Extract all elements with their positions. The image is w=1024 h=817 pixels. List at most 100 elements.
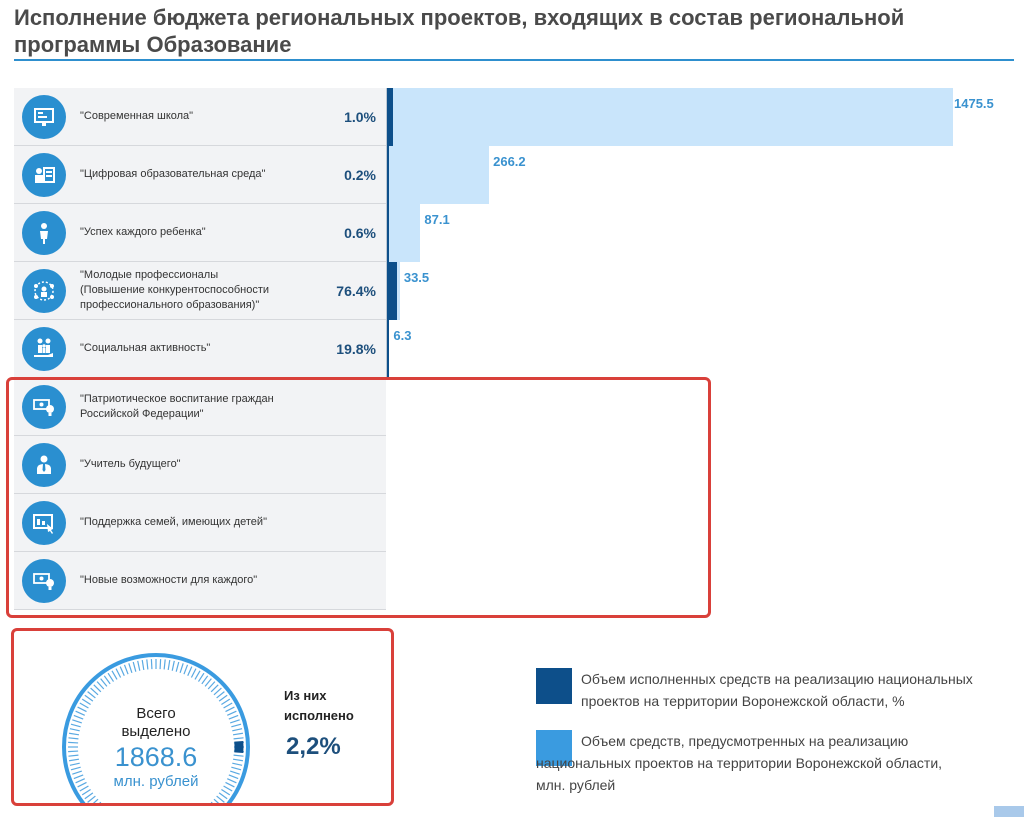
ring-tick [96, 681, 105, 690]
ring-tick [68, 732, 80, 736]
ring-tick [208, 805, 215, 806]
ring-tick [72, 719, 83, 724]
project-label: "Учитель будущего" [80, 458, 181, 470]
ring-tick [73, 714, 84, 720]
ring-tick [159, 659, 162, 670]
teacher-icon [22, 443, 66, 487]
project-pct: 0.6% [344, 224, 376, 241]
ring-tick [167, 659, 171, 671]
bar-executed [387, 262, 397, 320]
project-row-patriotic[interactable]: "Патриотическое воспитание граждан Росси… [14, 378, 386, 436]
ring-tick [79, 785, 89, 792]
ring-tick [81, 788, 91, 796]
ring-tick [227, 710, 237, 716]
budget-bar-chart: 1475.5 266.2 87.1 33.5 6.3 [386, 88, 1016, 378]
ring-tick [141, 659, 145, 671]
ring-tick [210, 684, 219, 693]
project-row-social-activity[interactable]: "Социальная активность" 19.8% [14, 320, 386, 378]
ring-tick [187, 666, 193, 676]
ring-tick [150, 659, 153, 670]
bar-executed [387, 204, 389, 262]
ring-tick [221, 698, 231, 706]
ring-tick [69, 762, 80, 766]
project-row-child-success[interactable]: "Успех каждого ребенка" 0.6% [14, 204, 386, 262]
ring-tick [137, 660, 141, 671]
bar-value-label: 6.3 [393, 328, 412, 343]
project-row-teacher[interactable]: "Учитель будущего" [14, 436, 386, 494]
money-bulb-icon [22, 559, 66, 603]
legend-text-executed: Объем исполненных средств на реализацию … [581, 671, 973, 709]
legend-text-allocated: Объем средств, предусмотренных на реализ… [536, 733, 943, 793]
project-row-family-support[interactable]: "Поддержка семей, имеющих детей" [14, 494, 386, 552]
ring-tick [225, 781, 235, 788]
chart-axis [386, 88, 387, 378]
bar-value-label: 87.1 [424, 212, 450, 227]
project-label: "Поддержка семей, имеющих детей" [80, 516, 267, 528]
ring-tick [229, 770, 240, 775]
ring-tick [229, 719, 240, 724]
project-row-digital-env[interactable]: "Цифровая образовательная среда" 0.2% [14, 146, 386, 204]
ring-tick [223, 785, 233, 792]
ring-tick [128, 663, 133, 674]
ring-tick [119, 666, 125, 676]
presentation-icon [22, 501, 66, 545]
project-label: "Успех каждого ребенка" [80, 226, 206, 238]
ring-tick [227, 778, 237, 784]
ring-tick [72, 770, 83, 775]
family-hand-icon [22, 327, 66, 371]
ring-tick [233, 737, 244, 740]
ring-tick [213, 687, 222, 696]
ring-tick [68, 750, 79, 753]
ring-tick [232, 758, 244, 762]
ring-tick [111, 670, 118, 680]
ring-tick [87, 691, 96, 699]
total-label-1: Всего [136, 705, 176, 722]
ring-tick [183, 664, 189, 675]
project-row-young-professionals[interactable]: "Молодые профессионалы (Повышение конкур… [14, 262, 386, 320]
ring-tick [115, 668, 122, 678]
bar-allocated [387, 204, 421, 262]
project-pct: 0.2% [344, 166, 376, 183]
ring-tick [216, 795, 225, 803]
total-unit: млн. рублей [113, 773, 199, 790]
project-pct: 76.4% [336, 282, 376, 299]
bar-allocated [387, 88, 953, 146]
ring-tick [171, 660, 175, 671]
ring-tick [228, 774, 239, 780]
ring-tick [90, 687, 99, 696]
ring-tick [93, 684, 102, 693]
bar-executed [387, 88, 393, 146]
bar-executed [387, 320, 389, 378]
ring-tick [68, 741, 79, 744]
ring-tick [228, 714, 239, 720]
ring-tick [221, 788, 231, 796]
network-people-icon [22, 269, 66, 313]
legend-swatch-executed [536, 668, 572, 704]
ring-tick [103, 675, 111, 685]
bar-value-label: 266.2 [493, 154, 526, 169]
ring-tick [204, 678, 212, 687]
project-label: "Социальная активность" [80, 342, 211, 354]
ring-tick [68, 754, 79, 757]
ring-tick [68, 758, 80, 762]
legend-swatch-allocated [536, 730, 572, 766]
ring-tick [207, 681, 216, 690]
project-pct: 19.8% [336, 340, 376, 357]
ring-tick [190, 668, 197, 678]
ring-tick [87, 795, 96, 803]
ring-tick [84, 694, 94, 702]
school-board-icon [22, 95, 66, 139]
ring-tick [231, 766, 242, 771]
executed-value: 2,2% [286, 733, 341, 760]
project-row-modern-school[interactable]: "Современная школа" 1.0% [14, 88, 386, 146]
ring-tick [97, 805, 104, 806]
ring-tick [232, 732, 244, 736]
ring-tick [77, 781, 87, 788]
project-label: "Молодые профессионалы (Повышение конкур… [80, 269, 270, 311]
scroll-to-top-button[interactable] [994, 806, 1024, 817]
project-label: "Патриотическое воспитание граждан Росси… [80, 392, 274, 420]
summary-panel: Всего выделено 1868.6 млн. рублей Из них… [11, 628, 394, 806]
project-row-new-opportunities[interactable]: "Новые возможности для каждого" [14, 552, 386, 610]
bar-allocated [387, 146, 490, 204]
page-title: Исполнение бюджета региональных проектов… [14, 5, 905, 57]
